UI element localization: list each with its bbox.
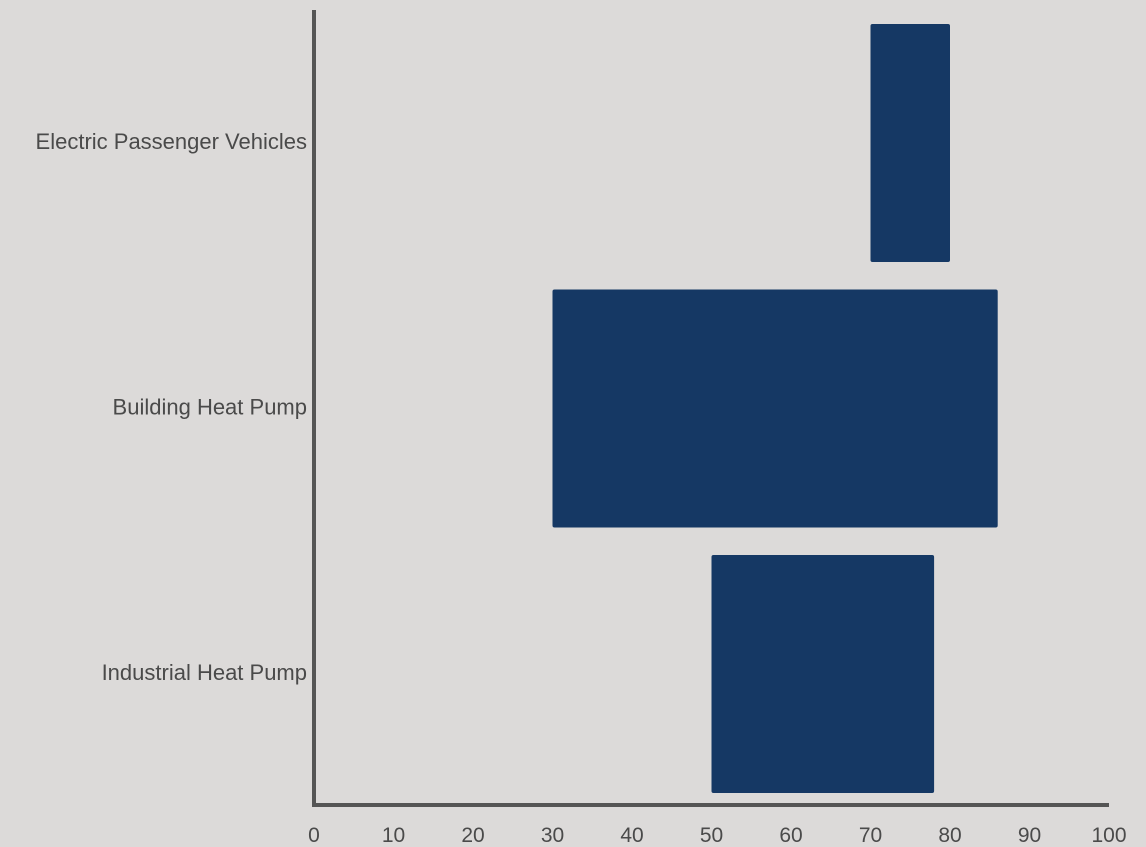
x-tick-label-90: 90 [1018, 824, 1041, 847]
bars-group [552, 24, 998, 793]
bar-industrial-heat-pump [711, 555, 935, 793]
x-tick-label-40: 40 [620, 824, 643, 847]
x-tick-label-60: 60 [779, 824, 802, 847]
x-tick-label-50: 50 [700, 824, 723, 847]
category-label-building-heat-pump: Building Heat Pump [113, 394, 307, 419]
category-label-electric-passenger-vehicles: Electric Passenger Vehicles [36, 129, 307, 154]
x-tick-label-30: 30 [541, 824, 564, 847]
x-tick-label-20: 20 [461, 824, 484, 847]
x-tick-label-0: 0 [308, 824, 320, 847]
category-labels-group: Electric Passenger Vehicles Building Heat… [36, 129, 307, 685]
x-tick-label-80: 80 [938, 824, 961, 847]
x-tick-label-70: 70 [859, 824, 882, 847]
bar-electric-passenger-vehicles [870, 24, 950, 262]
x-tick-label-10: 10 [382, 824, 405, 847]
bar-building-heat-pump [552, 289, 998, 528]
x-tick-label-100: 100 [1091, 824, 1126, 847]
category-label-industrial-heat-pump: Industrial Heat Pump [102, 660, 307, 685]
x-tick-labels-group: 0 10 20 30 40 50 60 70 80 90 100 [308, 824, 1126, 847]
axes-group [312, 10, 1109, 807]
